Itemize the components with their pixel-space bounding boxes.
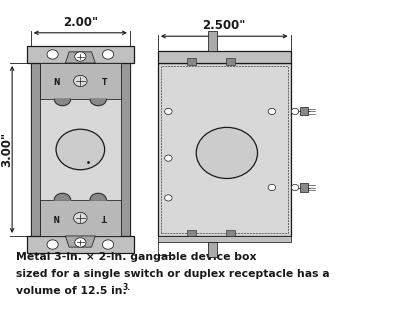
Circle shape [75, 52, 86, 61]
Bar [227, 230, 235, 236]
Bar [227, 58, 235, 64]
Text: Metal 3-in. × 2-in. gangable device box: Metal 3-in. × 2-in. gangable device box [16, 252, 256, 262]
Circle shape [291, 108, 299, 115]
Circle shape [75, 238, 86, 247]
Bar [31, 63, 40, 236]
Bar [300, 107, 308, 115]
Bar [300, 183, 308, 192]
Circle shape [47, 50, 58, 59]
Bar [208, 31, 217, 51]
Bar [187, 58, 196, 64]
Text: T: T [102, 78, 107, 87]
Text: N: N [53, 212, 59, 221]
Bar [121, 63, 130, 236]
Circle shape [268, 108, 276, 115]
Circle shape [268, 184, 276, 191]
Text: 2.500": 2.500" [202, 19, 246, 33]
Circle shape [103, 240, 114, 249]
Bar [187, 230, 196, 236]
Polygon shape [65, 236, 95, 247]
Polygon shape [90, 193, 107, 200]
Bar [208, 242, 217, 257]
Circle shape [47, 240, 58, 249]
Polygon shape [65, 52, 95, 63]
Text: sized for a single switch or duplex receptacle has a: sized for a single switch or duplex rece… [16, 269, 329, 279]
Circle shape [56, 129, 105, 170]
Bar [40, 200, 121, 236]
Bar [40, 63, 121, 99]
Circle shape [165, 108, 172, 115]
Bar [31, 63, 130, 236]
Circle shape [196, 127, 257, 178]
Polygon shape [54, 193, 71, 200]
Text: 3.: 3. [122, 283, 131, 292]
Polygon shape [90, 99, 107, 106]
Text: volume of 12.5 in.: volume of 12.5 in. [16, 286, 127, 296]
Circle shape [165, 155, 172, 161]
Text: 3.00": 3.00" [0, 132, 13, 167]
Bar [27, 46, 133, 63]
Bar [34, 65, 127, 233]
Circle shape [165, 195, 172, 201]
Bar [158, 51, 291, 63]
Circle shape [74, 75, 87, 86]
Bar [27, 236, 133, 253]
Text: N: N [53, 78, 59, 87]
Circle shape [103, 50, 114, 59]
Circle shape [74, 213, 87, 224]
Bar [161, 65, 287, 233]
Circle shape [291, 184, 299, 191]
Text: 2.00": 2.00" [63, 16, 98, 29]
Bar [158, 63, 291, 236]
Bar [158, 236, 291, 242]
Text: T: T [102, 212, 107, 221]
Polygon shape [54, 99, 71, 106]
